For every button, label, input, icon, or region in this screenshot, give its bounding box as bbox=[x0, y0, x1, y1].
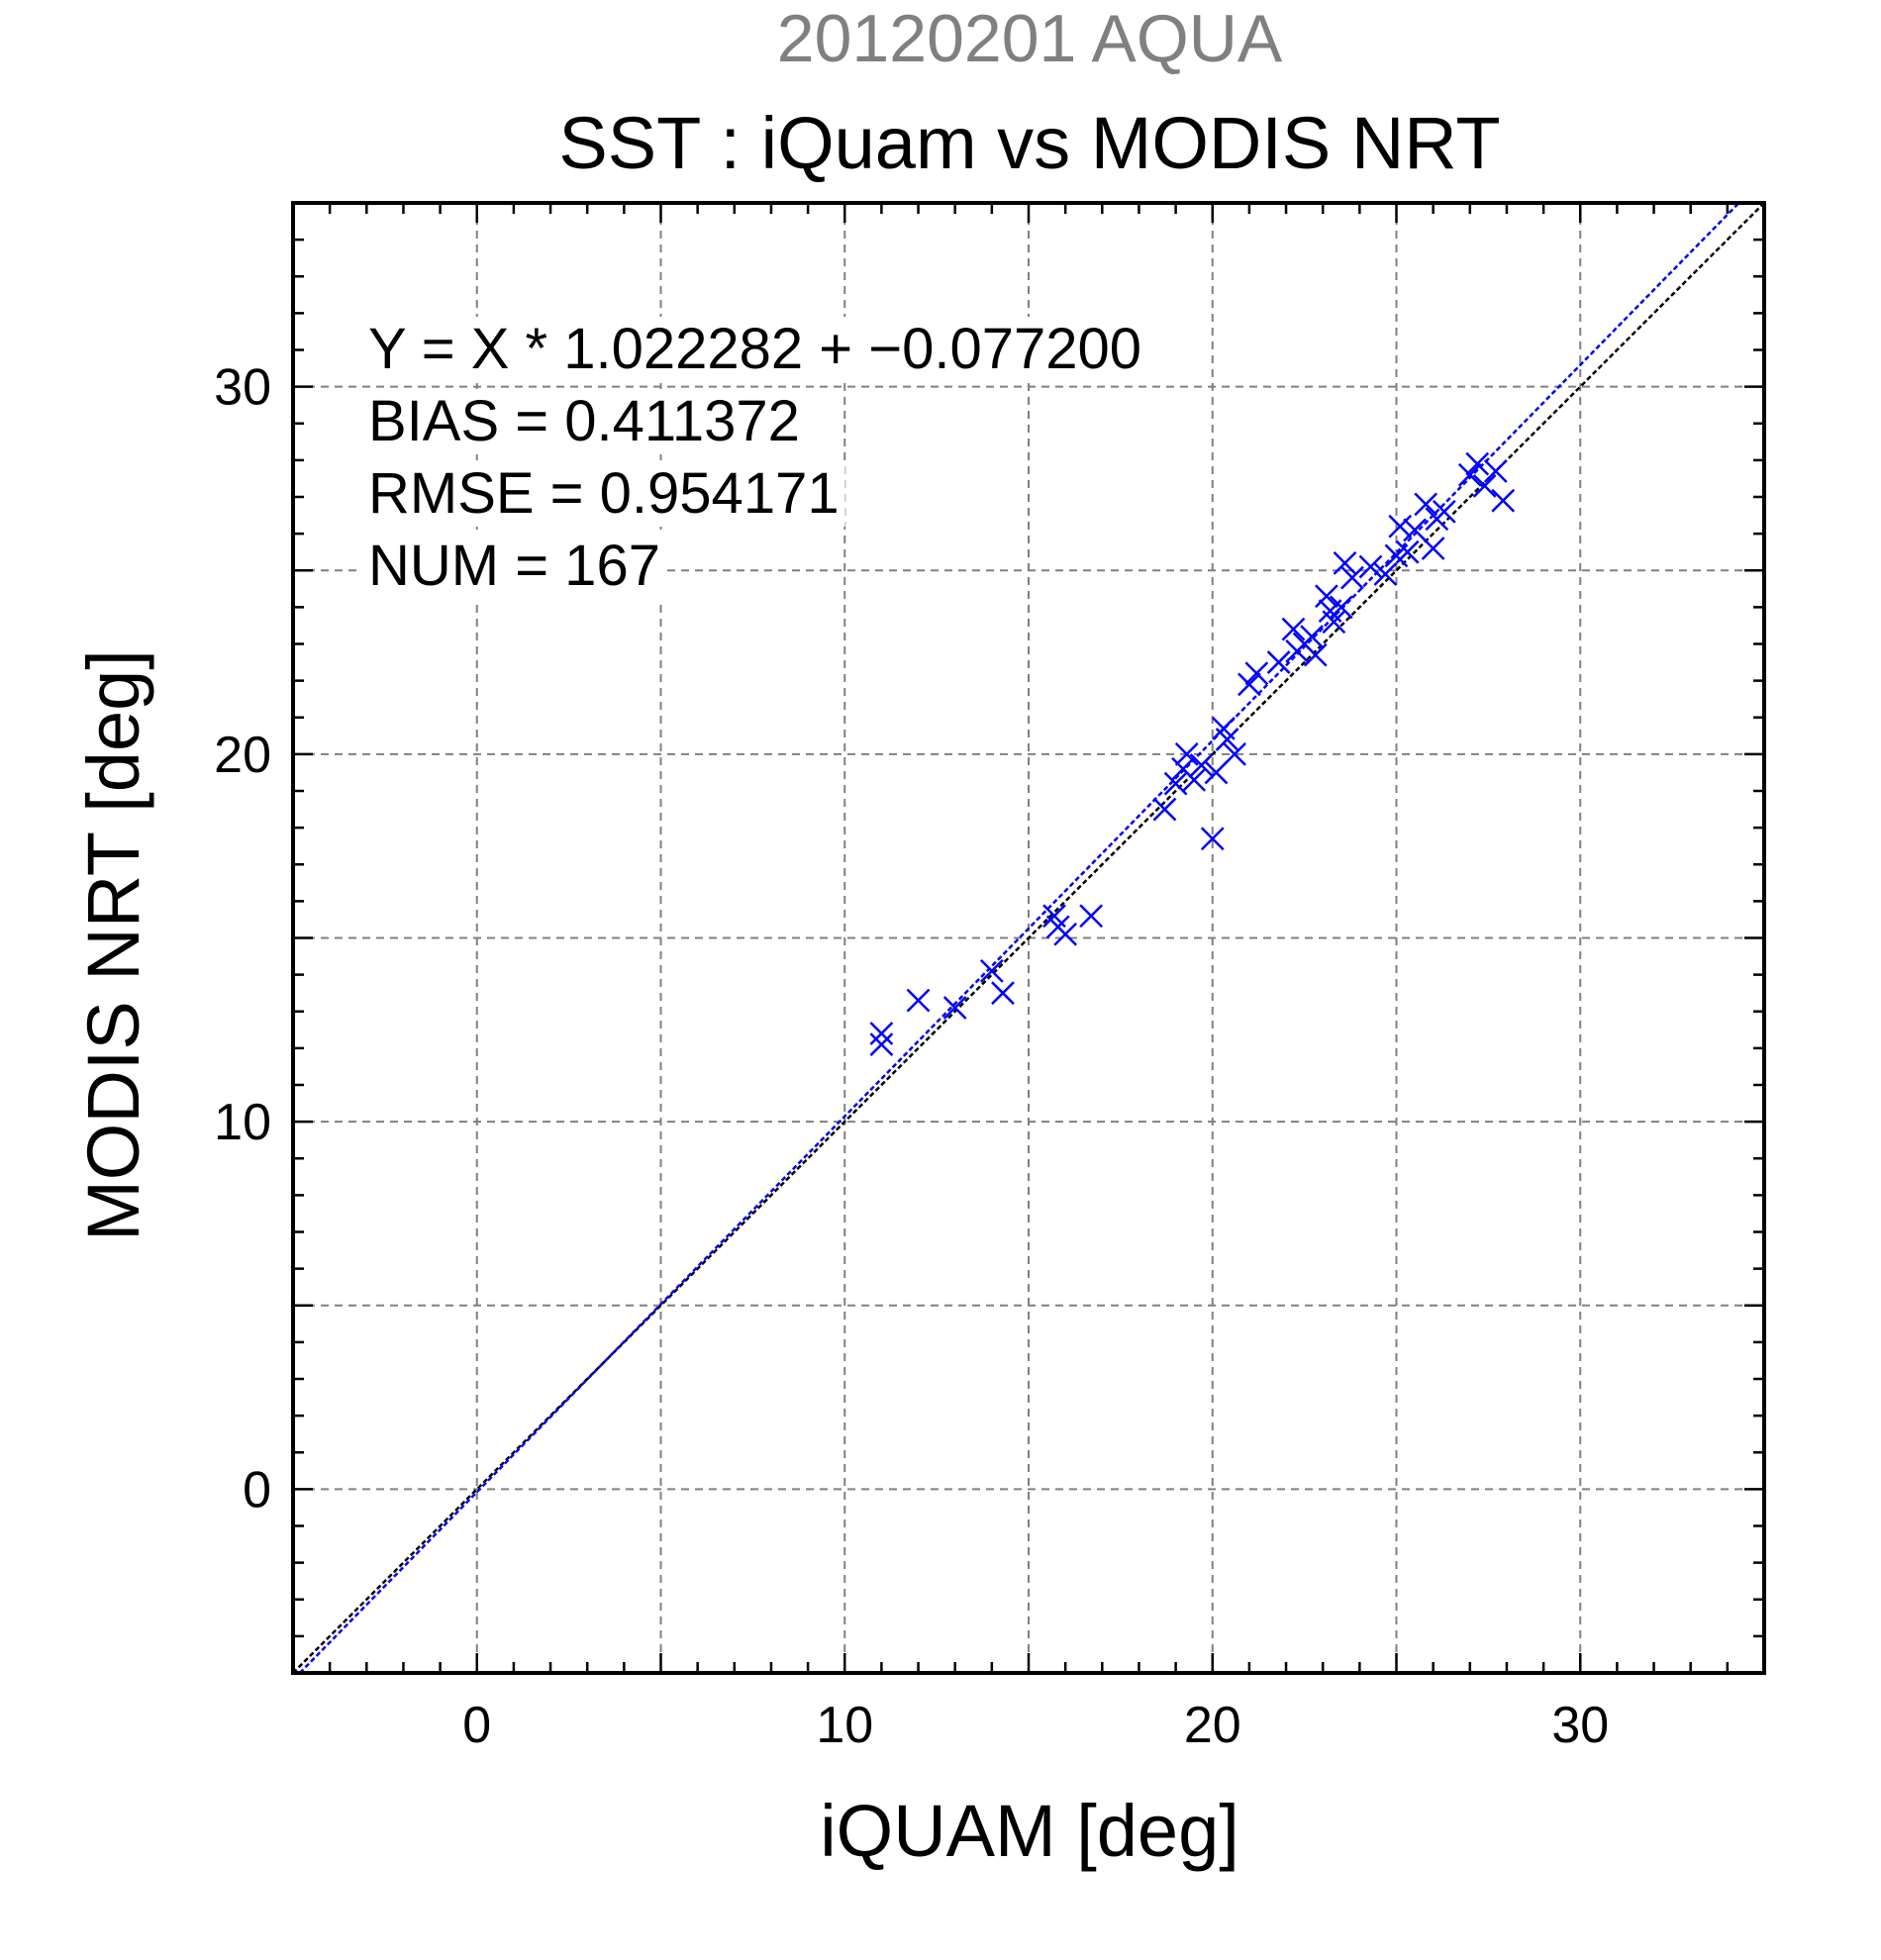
stat-background bbox=[362, 389, 806, 454]
data-point bbox=[1300, 625, 1324, 648]
data-point bbox=[869, 1032, 894, 1057]
stat-line: NUM = 167 bbox=[368, 534, 660, 598]
data-point bbox=[979, 959, 1004, 983]
chart-title: SST : iQuam vs MODIS NRT bbox=[558, 102, 1500, 184]
data-point bbox=[1223, 741, 1246, 766]
x-tick-label: 20 bbox=[1184, 1697, 1241, 1754]
data-point bbox=[1465, 451, 1490, 476]
data-point bbox=[1315, 584, 1338, 609]
stat-background bbox=[362, 461, 845, 527]
data-point bbox=[942, 996, 967, 1020]
stats-box: Y = X * 1.022282 + −0.077200 BIAS = 0.411… bbox=[362, 317, 1148, 599]
y-tick-label: 30 bbox=[214, 359, 271, 417]
data-point bbox=[1266, 650, 1291, 674]
y-tick-label: 0 bbox=[243, 1461, 271, 1519]
data-point bbox=[1215, 728, 1239, 751]
data-point bbox=[1281, 617, 1306, 641]
x-tick-label: 0 bbox=[462, 1697, 491, 1754]
x-tick-label: 30 bbox=[1551, 1697, 1609, 1754]
data-point bbox=[1079, 904, 1104, 929]
data-point bbox=[1189, 753, 1214, 777]
stat-line: RMSE = 0.954171 bbox=[368, 461, 840, 526]
data-point bbox=[1053, 922, 1078, 946]
data-point bbox=[1238, 672, 1261, 697]
data-point bbox=[1340, 565, 1364, 590]
stat-background bbox=[362, 534, 666, 599]
one-to-one-line bbox=[292, 202, 1765, 1674]
data-point bbox=[1421, 537, 1445, 560]
data-point bbox=[1174, 741, 1199, 766]
data-point bbox=[1373, 562, 1398, 586]
data-point bbox=[1200, 827, 1225, 851]
data-point bbox=[1457, 462, 1482, 487]
data-point bbox=[1403, 518, 1427, 542]
stat-background bbox=[362, 317, 1148, 382]
data-point bbox=[906, 988, 931, 1013]
chart-supertitle: 20120201 AQUA bbox=[777, 1, 1283, 76]
data-point bbox=[1163, 771, 1188, 796]
data-point bbox=[1244, 661, 1269, 686]
data-point bbox=[1329, 595, 1353, 620]
data-point bbox=[1182, 767, 1207, 792]
y-tick-label: 10 bbox=[214, 1094, 271, 1151]
stat-line: Y = X * 1.022282 + −0.077200 bbox=[368, 317, 1141, 381]
y-tick-label: 20 bbox=[214, 727, 271, 784]
data-point bbox=[1303, 642, 1328, 667]
data-point bbox=[869, 1022, 894, 1045]
reference-lines bbox=[292, 202, 1765, 1674]
y-axis-label: MODIS NRT [deg] bbox=[72, 649, 154, 1241]
stat-line: BIAS = 0.411372 bbox=[368, 389, 800, 453]
data-point bbox=[1388, 514, 1413, 539]
data-points bbox=[869, 451, 1516, 1057]
data-point bbox=[1483, 459, 1508, 483]
axis-ticks: 0 10 20 30 0 10 20 30 bbox=[214, 203, 1764, 1754]
x-axis-label: iQUAM [deg] bbox=[820, 1790, 1239, 1872]
data-point bbox=[1333, 550, 1357, 575]
x-tick-label: 10 bbox=[816, 1697, 873, 1754]
data-point bbox=[1491, 488, 1516, 513]
data-point bbox=[1395, 539, 1420, 564]
data-point bbox=[991, 981, 1015, 1006]
plot-frame bbox=[291, 201, 1766, 1675]
data-point bbox=[1152, 797, 1177, 822]
data-point bbox=[1204, 760, 1229, 785]
data-point bbox=[1358, 554, 1383, 579]
data-point bbox=[1322, 610, 1346, 635]
regression-line bbox=[298, 202, 1740, 1674]
data-point bbox=[1414, 492, 1438, 517]
data-point bbox=[1432, 499, 1456, 524]
data-point bbox=[1472, 473, 1497, 498]
